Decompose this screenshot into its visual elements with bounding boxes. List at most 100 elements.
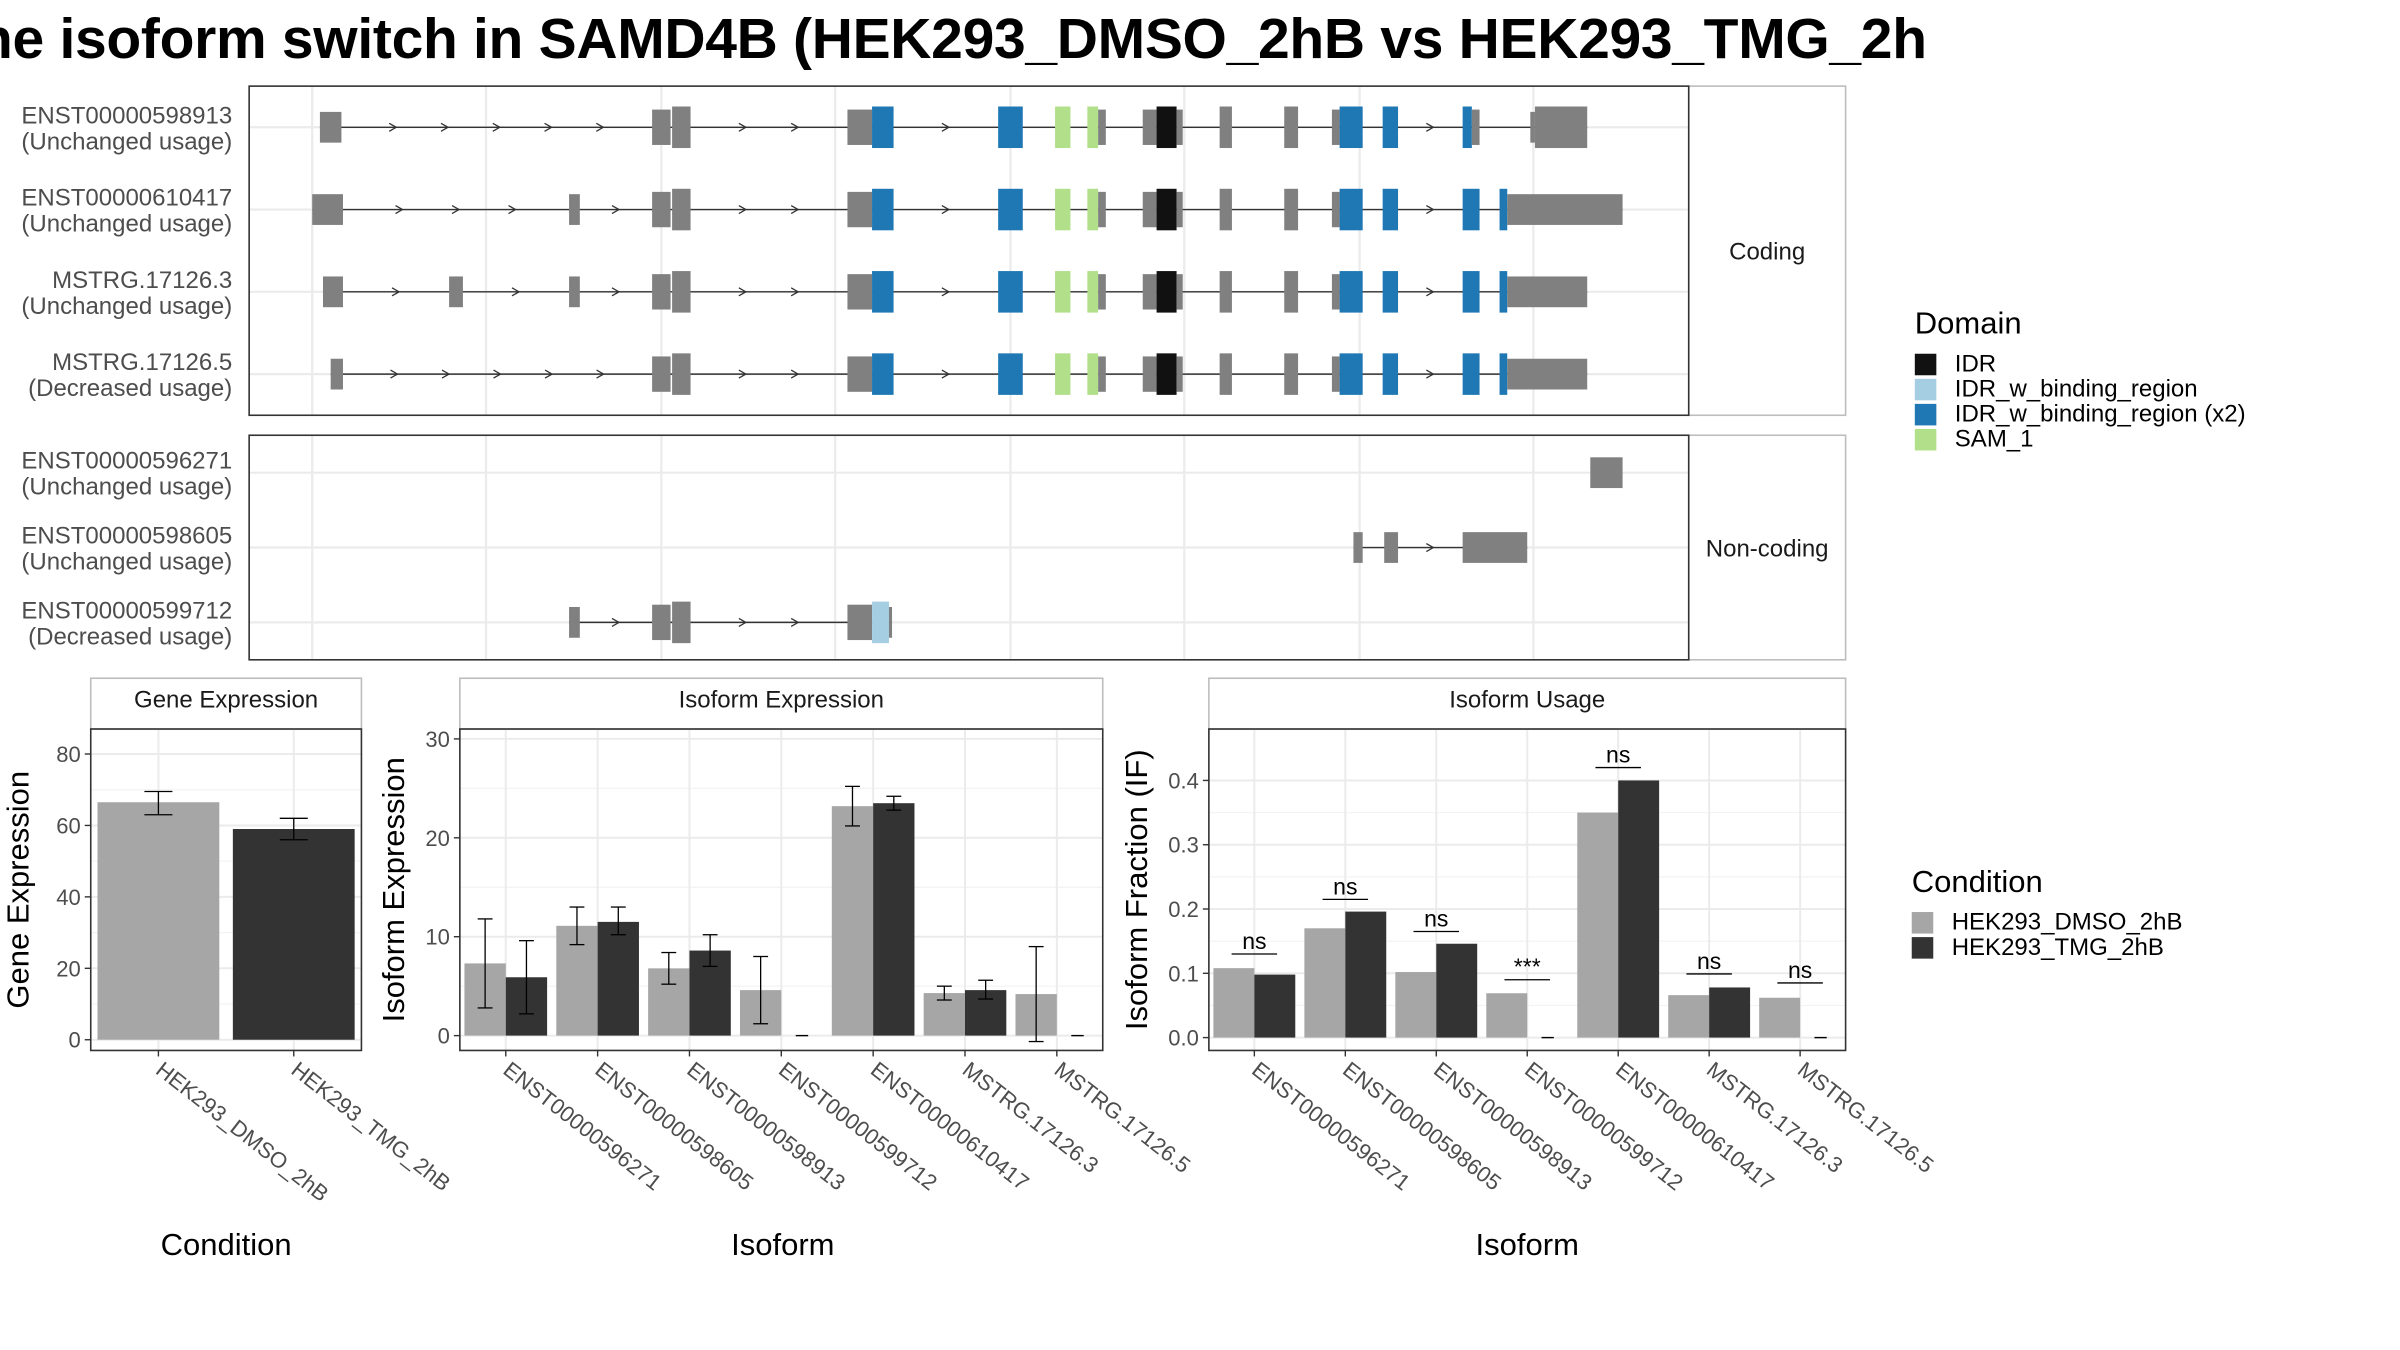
strand-arrow <box>790 204 800 215</box>
y-tick-label: 0.0 <box>1168 1026 1199 1051</box>
exon-block <box>1098 274 1106 310</box>
chart-strip <box>459 677 1104 730</box>
y-tick-label: 0 <box>438 1024 450 1049</box>
domain-legend-title: Domain <box>1915 306 2022 341</box>
exon-block <box>847 274 873 310</box>
domain-block <box>1156 106 1177 149</box>
x-tick-label: ENST00000599712 <box>1520 1057 1688 1196</box>
plot-border <box>89 728 363 1052</box>
bar <box>1668 995 1710 1038</box>
exon-block <box>652 604 671 641</box>
facet-strip <box>1687 434 1847 661</box>
strand-arrow <box>1426 542 1435 553</box>
exon-block <box>672 106 691 149</box>
exon-block <box>1098 191 1106 228</box>
strand-arrow <box>1426 287 1435 297</box>
domain-block <box>872 271 894 313</box>
bar <box>831 806 874 1036</box>
x-tick-label: ENST00000598605 <box>1338 1057 1506 1196</box>
significance-label: ns <box>1697 948 1721 974</box>
domain-legend-key <box>1914 378 1937 401</box>
y-axis-title: Isoform Expression <box>376 757 411 1022</box>
domain-block <box>1087 188 1099 231</box>
strand-arrow <box>388 122 398 132</box>
exon-block <box>1384 532 1399 563</box>
domain-block <box>1499 188 1508 231</box>
exon-block <box>1142 191 1157 228</box>
transcript-id-label: MSTRG.17126.3 <box>52 267 232 294</box>
exon-block <box>1098 356 1106 392</box>
transcript-MSTRG.17126.3 <box>322 271 1588 313</box>
domain-block <box>1055 271 1071 313</box>
strand-arrow <box>451 204 461 215</box>
y-axis-title: Gene Expression <box>1 771 36 1009</box>
x-tick-label: ENST00000596271 <box>499 1057 667 1196</box>
exon-block <box>312 194 343 225</box>
strand-arrow <box>493 369 502 379</box>
x-axis-title: Condition <box>161 1227 292 1262</box>
transcript-usage-label: (Decreased usage) <box>28 375 232 402</box>
strand-arrow <box>1426 369 1435 379</box>
strand-arrow <box>390 369 399 379</box>
facet-strip-label: Non-coding <box>1706 536 1829 563</box>
y-tick-label: 80 <box>56 742 80 767</box>
y-tick-label: 0.2 <box>1168 897 1199 922</box>
domain-legend-key <box>1914 353 1937 376</box>
transcript-usage-label: (Unchanged usage) <box>21 293 232 320</box>
exon-block <box>1462 532 1528 563</box>
exon-block <box>569 606 580 638</box>
exon-block <box>672 353 691 395</box>
transcript-usage-label: (Unchanged usage) <box>21 211 232 238</box>
domain-block <box>1382 188 1399 231</box>
y-tick-label: 40 <box>56 885 80 910</box>
strand-arrow <box>1426 122 1435 132</box>
exon-block <box>672 271 691 313</box>
exon-block <box>1219 188 1232 231</box>
exon-block <box>1284 353 1299 395</box>
strand-arrow <box>790 287 800 297</box>
domain-legend-label: SAM_1 <box>1955 426 2034 453</box>
exon-block <box>1219 353 1232 395</box>
y-tick-label: 20 <box>56 956 80 981</box>
condition-legend-label: HEK293_DMSO_2hB <box>1952 909 2183 936</box>
bar <box>1395 972 1437 1038</box>
domain-block <box>1087 353 1099 395</box>
transcript-id-label: ENST00000610417 <box>21 185 232 212</box>
panel-background <box>249 86 1689 416</box>
chart-strip-title: Gene Expression <box>134 686 318 713</box>
transcript-ENST00000596271 <box>1590 457 1623 489</box>
chart-strip-title: Isoform Expression <box>679 686 884 713</box>
bar-chart-2: Isoform Expression 0 10 20 30 ENST00000596271… <box>376 677 1195 1262</box>
domain-block <box>1156 353 1177 395</box>
bar <box>597 921 639 1036</box>
domain-block <box>1055 353 1071 395</box>
bar <box>232 829 355 1040</box>
y-tick-label: 30 <box>425 727 449 752</box>
domain-legend-key <box>1914 403 1937 426</box>
transcript-id-label: MSTRG.17126.5 <box>52 349 232 376</box>
exon-block <box>1176 191 1183 228</box>
exon-block <box>1176 274 1183 310</box>
strand-arrow <box>941 122 951 132</box>
x-tick-label: ENST00000598913 <box>682 1057 850 1196</box>
domain-block <box>872 106 894 149</box>
exon-block <box>1471 109 1480 145</box>
exon-block <box>1284 271 1299 313</box>
chart-strip-title: Isoform Usage <box>1449 686 1605 713</box>
bar <box>1486 993 1528 1038</box>
exon-block <box>888 606 893 638</box>
exon-block <box>1331 109 1340 145</box>
transcript-id-label: ENST00000596271 <box>21 448 232 475</box>
exon-block <box>330 358 343 390</box>
domain-legend-label: IDR_w_binding_region (x2) <box>1955 401 2246 428</box>
domain-block <box>1382 106 1399 149</box>
exon-block <box>1142 274 1157 310</box>
strand-arrow <box>790 369 800 379</box>
exon-block <box>1284 106 1299 149</box>
exon-block <box>1098 109 1106 145</box>
exon-block <box>652 356 671 392</box>
facet-strip-label: Coding <box>1729 239 1805 266</box>
domain-block <box>1499 271 1508 313</box>
domain-legend-label: IDR <box>1955 350 1996 377</box>
